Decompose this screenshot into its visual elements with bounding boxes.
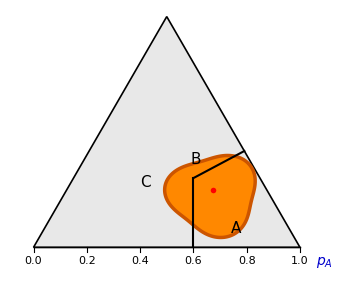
Text: 0.2: 0.2: [78, 256, 96, 266]
Text: 0.0: 0.0: [25, 256, 42, 266]
Text: 0.6: 0.6: [185, 256, 202, 266]
Text: 0.4: 0.4: [131, 256, 149, 266]
Text: B: B: [191, 152, 201, 167]
Text: 1.0: 1.0: [291, 256, 309, 266]
Text: C: C: [140, 175, 151, 190]
Text: 0.8: 0.8: [238, 256, 256, 266]
Polygon shape: [164, 156, 255, 238]
Polygon shape: [34, 17, 300, 247]
Text: A: A: [231, 221, 241, 236]
Polygon shape: [175, 164, 246, 226]
Text: $p_A$: $p_A$: [316, 255, 333, 270]
Polygon shape: [196, 178, 228, 206]
Polygon shape: [184, 170, 238, 217]
